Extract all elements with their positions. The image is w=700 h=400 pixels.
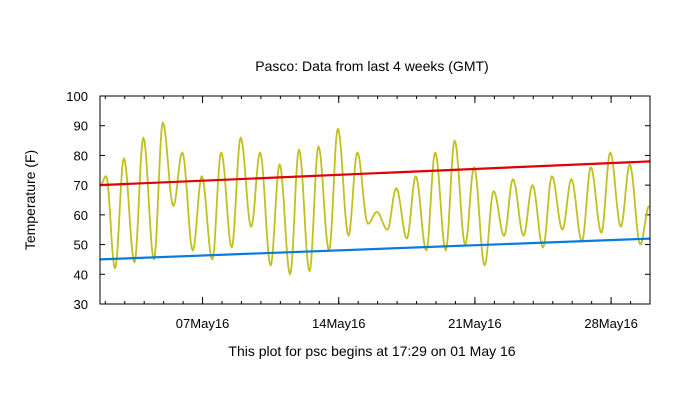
y-tick-label: 30	[74, 297, 88, 312]
x-tick-label: 21May16	[448, 316, 501, 331]
y-tick-label: 100	[66, 89, 88, 104]
y-tick-label: 70	[74, 178, 88, 193]
series-line-normal-high	[99, 160, 651, 187]
x-tick-label: 14May16	[312, 316, 365, 331]
y-tick-label: 40	[74, 267, 88, 282]
plot-series	[99, 121, 651, 276]
y-tick-label: 80	[74, 148, 88, 163]
series-line-normal-low	[99, 237, 651, 261]
x-tick-label: 28May16	[584, 316, 637, 331]
axis-ticks: 30 40 50 60 70 80 90 100 07May16 14May16 21May16 28…	[66, 89, 650, 331]
x-axis-label: This plot for psc begins at 17:29 on 01 …	[228, 343, 515, 359]
y-tick-label: 50	[74, 238, 88, 253]
y-axis-label: Temperature (F)	[22, 150, 38, 250]
chart-title: Pasco: Data from last 4 weeks (GMT)	[255, 58, 488, 74]
plot-frame	[99, 95, 651, 305]
series-line-observed	[100, 121, 650, 276]
x-tick-label: 07May16	[176, 316, 229, 331]
y-tick-label: 60	[74, 208, 88, 223]
y-tick-label: 90	[74, 119, 88, 134]
